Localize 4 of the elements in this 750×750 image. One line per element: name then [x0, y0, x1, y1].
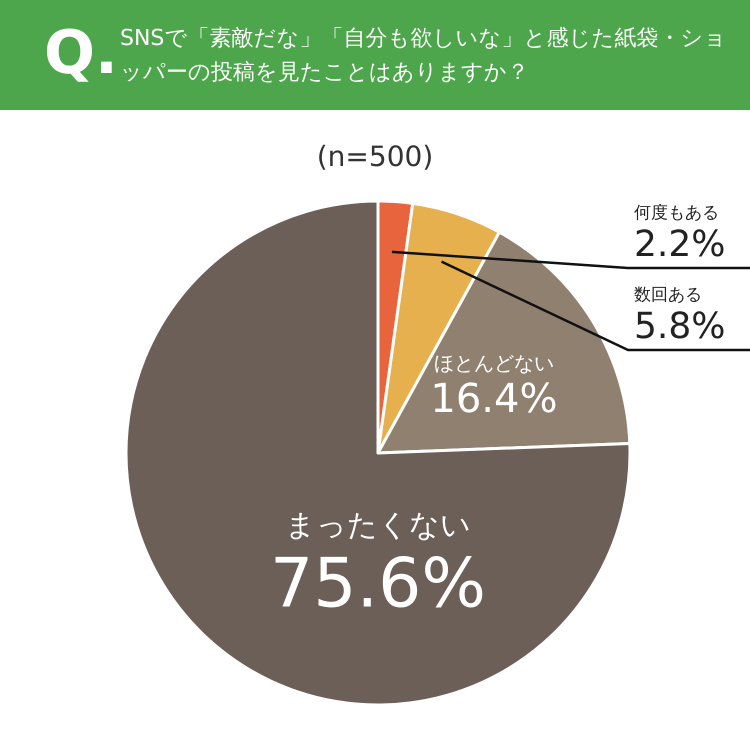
chart-title: SNSで「素敵だな」「自分も欲しいな」と感じた紙袋・ショッパーの投稿を見たことはありますか？ [120, 25, 728, 87]
pie-slice [124, 200, 632, 706]
chart-subtitle: (n=500) [316, 140, 434, 173]
text: Q. [44, 18, 118, 88]
